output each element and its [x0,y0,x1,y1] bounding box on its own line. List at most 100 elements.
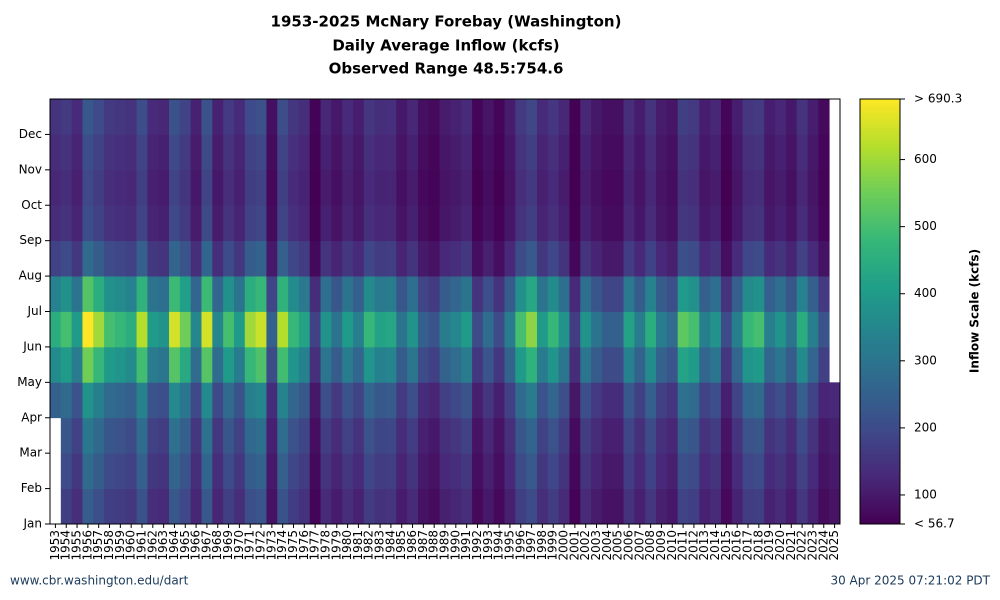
heat-cell [233,346,246,383]
heat-cell [158,240,170,277]
heat-cell [493,205,505,242]
heat-cell [547,276,560,312]
heat-cell [807,417,819,454]
colorbar-stripe [860,492,900,497]
heat-cell [342,205,354,242]
heat-cell [666,488,679,525]
heat-cell [558,169,570,206]
heat-cell [201,346,213,383]
heat-cell [288,134,300,171]
y-tick-label: Mar [19,446,42,460]
heat-cell [764,453,776,489]
heat-cell [645,99,657,135]
heat-cell [82,240,94,277]
heat-cell [60,240,73,277]
heat-cell [363,240,376,277]
heat-cell [104,311,116,348]
heat-cell [309,453,321,489]
heat-cell [255,346,267,383]
heat-cell [201,276,213,312]
heat-cell [450,453,462,489]
x-tick-label: 2014 [708,530,722,561]
x-tick-label: 2005 [611,530,625,561]
heat-cell [136,276,148,312]
heat-cell [461,240,473,277]
heat-cell [558,417,570,454]
heat-cell [472,276,484,312]
heat-cell [818,240,830,277]
x-tick-label: 2018 [751,530,765,561]
heat-cell [796,311,808,348]
heat-cell [612,169,624,206]
colorbar-stripe [860,208,900,213]
heat-cell [298,453,311,489]
heat-cell [125,417,137,454]
heat-cell [710,382,722,419]
heat-cell [428,311,440,348]
colorbar-stripe [860,421,900,426]
heat-cell [82,346,94,383]
heat-cell [244,134,257,171]
heat-cell [558,205,570,242]
heat-cell [50,382,62,419]
x-tick-label: 2023 [805,530,819,561]
colorbar-stripe [860,520,900,525]
heat-cell [298,346,311,383]
heat-cell [472,169,484,206]
heat-cell [450,276,462,312]
heat-cell [277,169,289,206]
heat-cell [493,134,505,171]
heat-cell [179,99,192,135]
heat-cell [114,276,127,312]
heat-cell [515,276,527,312]
heat-cell [764,205,776,242]
heat-cell [114,311,127,348]
y-tick-label: Jun [22,339,42,353]
heat-cell [60,99,73,135]
colorbar-stripe [860,513,900,518]
y-tick-label: Oct [21,198,42,212]
heat-cell [677,169,689,206]
heat-cell [255,382,267,419]
colorbar-stripe [860,392,900,397]
heat-cell [612,346,624,383]
heat-cell [591,488,603,525]
heat-cell [666,346,679,383]
heat-cell [720,453,733,489]
heat-cell [417,311,430,348]
heat-cell [125,382,137,419]
heat-cell [720,417,733,454]
x-tick-label: 1961 [134,530,148,561]
heat-cell [417,346,430,383]
heat-cell [158,276,170,312]
heat-cell [417,276,430,312]
heat-cell [807,311,819,348]
heat-cell [591,346,603,383]
heat-cell [396,169,408,206]
x-tick-label: 2017 [741,530,755,561]
heat-cell [688,276,700,312]
heat-cell [753,134,765,171]
heat-cell [569,169,581,206]
heat-cell [720,205,733,242]
heat-cell [526,417,538,454]
heat-cell [482,488,495,525]
heat-cell [785,99,798,135]
heat-cell [428,99,440,135]
heat-cell [439,346,451,383]
heat-cell [50,134,62,171]
colorbar-stripe [860,509,900,514]
heat-cell [385,276,397,312]
heat-cell [190,417,202,454]
colorbar-stripe [860,215,900,220]
heat-cell [288,240,300,277]
colorbar-stripe [860,254,900,259]
heat-cell [796,453,808,489]
x-tick-label: 1969 [221,530,235,561]
heat-cell [450,382,462,419]
heat-cell [807,134,819,171]
heat-cell [136,346,148,383]
heat-cell [136,169,148,206]
heat-cell [396,276,408,312]
heat-cell [645,169,657,206]
